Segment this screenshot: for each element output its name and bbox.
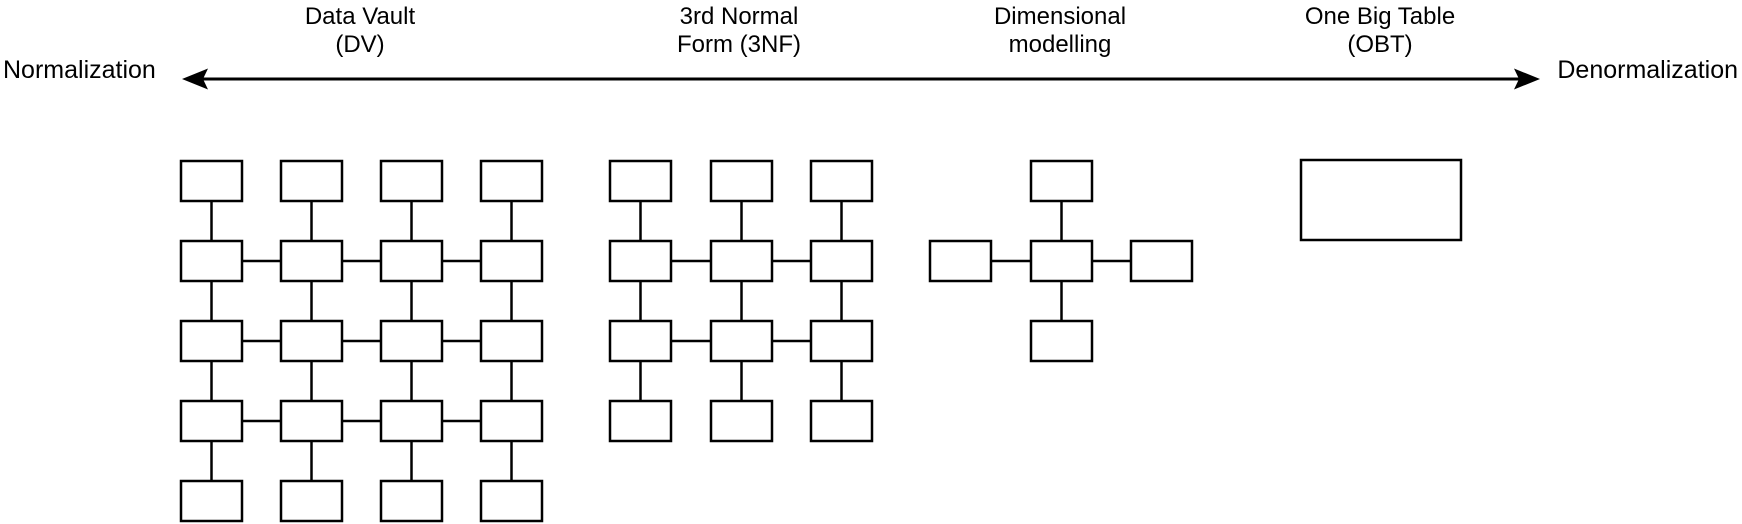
dimension-table-box	[1029, 159, 1094, 203]
table-box	[379, 319, 444, 363]
table-box	[379, 479, 444, 523]
fact-table-box	[1029, 239, 1094, 283]
table-box	[479, 159, 544, 203]
approach-label-line2: modelling	[1008, 31, 1112, 58]
table-box	[279, 239, 344, 283]
approach-label-line1: Dimensional	[993, 3, 1127, 30]
table-box	[709, 319, 774, 363]
approach-label-third-normal-form: 3rd Normal Form (3NF)	[677, 3, 801, 59]
table-box	[179, 479, 244, 523]
table-box	[608, 319, 673, 363]
dimension-table-box	[1129, 239, 1194, 283]
table-box	[608, 399, 673, 443]
right-arrowhead-icon	[1514, 68, 1540, 90]
table-box	[179, 399, 244, 443]
table-box	[279, 399, 344, 443]
normalization-label: Normalization	[3, 56, 156, 84]
table-box	[809, 239, 874, 283]
table-box	[809, 319, 874, 363]
dimension-table-box	[928, 239, 993, 283]
table-box	[379, 159, 444, 203]
table-box	[479, 319, 544, 363]
approach-label-line2: Form (3NF)	[677, 31, 801, 58]
denormalization-label: Denormalization	[1557, 56, 1738, 84]
table-box	[608, 239, 673, 283]
approach-label-line1: 3rd Normal	[679, 3, 799, 30]
one-big-table-box	[1299, 158, 1463, 242]
approach-label-line1: Data Vault	[304, 3, 416, 30]
table-box	[279, 319, 344, 363]
approach-label-line2: (DV)	[335, 31, 385, 58]
approach-label-data-vault: Data Vault (DV)	[305, 3, 415, 59]
table-box	[479, 239, 544, 283]
approach-label-one-big-table: One Big Table (OBT)	[1305, 3, 1455, 59]
table-box	[479, 399, 544, 443]
dimension-table-box	[1029, 319, 1094, 363]
table-box	[709, 239, 774, 283]
table-box	[279, 479, 344, 523]
table-box	[709, 399, 774, 443]
table-box	[179, 159, 244, 203]
approach-label-line2: (OBT)	[1347, 31, 1413, 58]
left-arrowhead-icon	[182, 68, 208, 90]
table-box	[809, 159, 874, 203]
table-box	[809, 399, 874, 443]
table-box	[279, 159, 344, 203]
table-box	[608, 159, 673, 203]
table-box	[179, 239, 244, 283]
table-box	[479, 479, 544, 523]
table-box	[709, 159, 774, 203]
approach-label-dimensional-modelling: Dimensional modelling	[994, 3, 1126, 59]
table-box	[379, 399, 444, 443]
table-box	[379, 239, 444, 283]
approach-label-line1: One Big Table	[1304, 3, 1456, 30]
table-box	[179, 319, 244, 363]
